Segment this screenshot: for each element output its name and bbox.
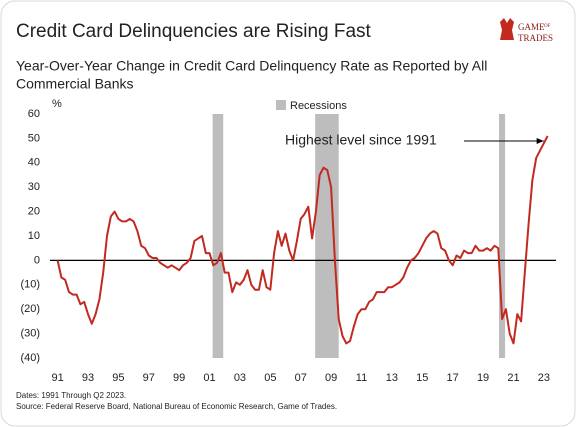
x-tick-label: 21 [507,372,519,384]
y-tick-label: 60 [28,108,40,120]
x-tick-label: 05 [264,372,276,384]
recession-band [499,114,506,358]
x-tick-label: 13 [386,372,398,384]
chart-title: Credit Card Delinquencies are Rising Fas… [16,21,372,42]
y-tick-label: (40) [20,352,40,364]
note: Source: Federal Reserve Board, National … [16,402,337,411]
subtitle: Year-Over-Year Change in Credit Card Del… [16,58,487,74]
y-tick-label: (30) [20,328,40,340]
logo-text: TRADES [518,33,553,43]
x-tick-label: 97 [143,372,155,384]
x-tick-label: 09 [325,372,337,384]
data-line [56,135,549,345]
note: Dates: 1991 Through Q2 2023. [16,391,126,400]
y-tick-label: 10 [28,230,40,242]
recession-band [315,114,339,358]
x-tick-label: 07 [295,372,307,384]
logo-text: GAME [518,22,545,32]
x-tick-label: 93 [82,372,94,384]
recession-band [212,114,224,358]
x-tick-label: 95 [112,372,124,384]
x-tick-label: 91 [51,372,63,384]
legend-label: Recessions [290,100,347,112]
x-tick-label: 99 [173,372,185,384]
x-tick-label: 11 [356,372,367,384]
annotation: Highest level since 1991 [285,132,437,148]
logo-text: OF [544,24,551,29]
x-tick-label: 15 [416,372,428,384]
y-unit: % [52,98,62,110]
legend-swatch [276,100,286,110]
y-tick-label: (20) [20,303,40,315]
y-tick-label: (10) [20,279,40,291]
x-tick-label: 17 [447,372,459,384]
y-tick-label: 20 [28,206,40,218]
y-tick-label: 30 [28,181,40,193]
annotation-arrowhead [536,137,544,144]
logo-icon [500,18,514,40]
y-tick-label: 0 [34,254,40,266]
y-tick-label: 40 [28,157,40,169]
y-tick-label: 50 [28,132,40,144]
x-tick-label: 19 [477,372,489,384]
x-tick-label: 23 [538,372,550,384]
x-tick-label: 03 [234,372,246,384]
x-tick-label: 01 [203,372,215,384]
subtitle: Commercial Banks [16,76,133,92]
